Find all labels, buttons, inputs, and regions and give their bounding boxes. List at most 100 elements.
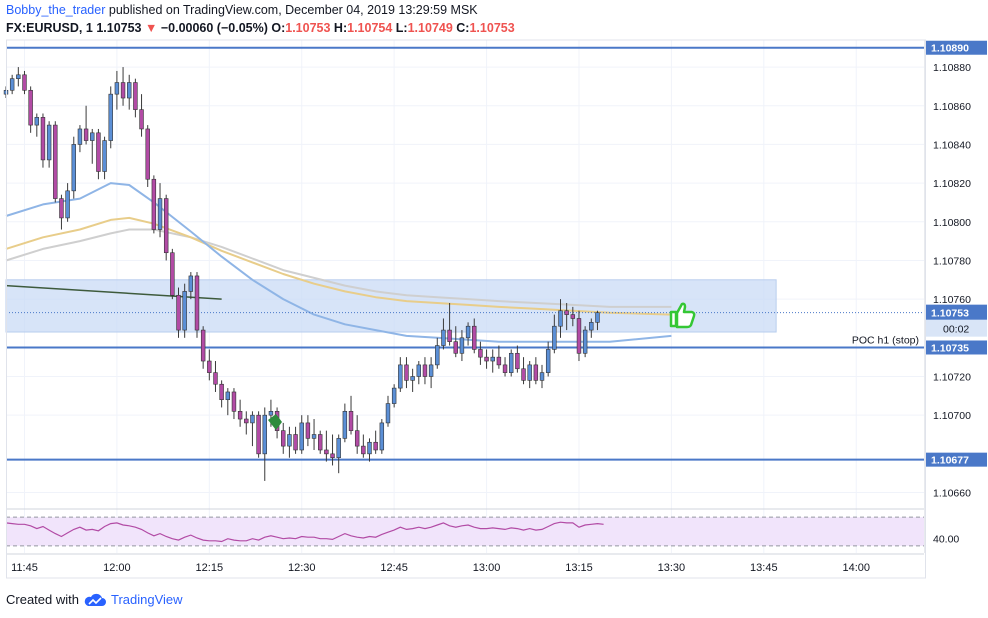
- candle-body: [114, 82, 120, 95]
- candle-body: [589, 322, 594, 331]
- candle-body: [71, 144, 76, 192]
- candle: [533, 357, 539, 385]
- candle-body: [83, 128, 89, 141]
- close-value: 1.10753: [469, 21, 515, 35]
- candle-body: [490, 356, 495, 362]
- candle: [435, 337, 440, 369]
- candle-body: [558, 310, 563, 327]
- candle: [330, 434, 335, 466]
- tradingview-link[interactable]: TradingView: [110, 592, 183, 607]
- candle-body: [108, 93, 113, 141]
- candle-body: [484, 356, 489, 362]
- candle-body: [46, 124, 52, 161]
- open-value: 1.10753: [285, 21, 331, 35]
- candle-body: [533, 364, 539, 381]
- candle: [398, 357, 403, 392]
- time-tick-label: 13:30: [658, 562, 686, 574]
- candle-body: [96, 132, 101, 172]
- publish-info: Bobby_the_trader published on TradingVie…: [6, 3, 478, 17]
- candle: [361, 434, 366, 458]
- candle-body: [515, 352, 520, 370]
- candle: [281, 422, 286, 454]
- candle-body: [34, 117, 40, 126]
- candle-body: [324, 449, 329, 455]
- candle: [354, 415, 360, 454]
- candle-body: [545, 349, 551, 373]
- candle: [441, 318, 446, 350]
- candle-body: [219, 383, 224, 401]
- candle: [225, 388, 231, 416]
- high-label: H:: [333, 21, 348, 35]
- candle: [40, 113, 46, 168]
- time-tick-label: 12:30: [288, 562, 316, 574]
- candle: [293, 426, 298, 454]
- candle: [65, 183, 70, 222]
- candle: [237, 399, 243, 427]
- created-with-text: Created with: [6, 592, 79, 607]
- candle: [472, 318, 477, 354]
- candle: [83, 105, 89, 145]
- candle-body: [53, 124, 58, 199]
- candle: [385, 395, 391, 427]
- candle: [102, 136, 107, 180]
- author-link[interactable]: Bobby_the_trader: [6, 3, 106, 17]
- candle-body: [502, 364, 508, 373]
- candle-body: [244, 418, 249, 424]
- candle-body: [367, 441, 372, 455]
- candle-body: [582, 329, 588, 354]
- rsi-tick-label: 40.00: [933, 534, 959, 546]
- candle-body: [354, 430, 360, 447]
- candle: [502, 357, 508, 377]
- candle: [490, 349, 495, 373]
- candle: [287, 426, 292, 458]
- candle: [422, 357, 428, 385]
- candle-body: [250, 414, 255, 424]
- candle-body: [213, 372, 218, 385]
- candle-body: [170, 252, 175, 296]
- candle-body: [182, 291, 187, 331]
- candle: [465, 322, 471, 346]
- candle-body: [22, 74, 27, 91]
- candle-body: [539, 372, 545, 381]
- candle: [428, 357, 434, 389]
- candle: [379, 419, 385, 454]
- rsi-band: [6, 517, 924, 546]
- level-price-tag: [925, 40, 987, 55]
- price-tick-label: 1.10760: [933, 294, 971, 306]
- moving-average-gold: [5, 216, 672, 316]
- candle: [496, 345, 502, 369]
- candle: [151, 175, 157, 234]
- candle: [127, 74, 132, 110]
- candle: [28, 86, 33, 133]
- candle: [157, 183, 163, 238]
- candle: [416, 361, 422, 385]
- candle: [250, 411, 255, 447]
- candle: [324, 430, 329, 462]
- candle-body: [188, 275, 194, 292]
- candle-body: [527, 364, 532, 381]
- candle: [527, 361, 532, 389]
- candle: [582, 326, 588, 358]
- candle-body: [207, 360, 212, 373]
- candle: [311, 419, 317, 450]
- price-tick-label: 1.10660: [933, 488, 971, 500]
- candle: [176, 287, 181, 338]
- candle: [34, 113, 40, 137]
- candle: [163, 194, 169, 261]
- candle-body: [120, 82, 126, 99]
- candle: [478, 341, 483, 365]
- tradingview-cloud-icon: [84, 593, 106, 606]
- candle: [539, 364, 545, 389]
- current-price-label: 1.10753: [931, 308, 969, 320]
- current-price-tag-top: [925, 304, 987, 320]
- candle-body: [435, 345, 440, 366]
- candle-body: [459, 337, 465, 354]
- candle-body: [127, 82, 132, 99]
- candle: [318, 430, 323, 454]
- candle-body: [391, 387, 397, 404]
- last-price: 1.10753: [96, 21, 142, 35]
- price-tick-label: 1.10820: [933, 178, 971, 190]
- footer: Created with TradingView: [6, 592, 183, 607]
- level-price-label: 1.10735: [931, 342, 969, 354]
